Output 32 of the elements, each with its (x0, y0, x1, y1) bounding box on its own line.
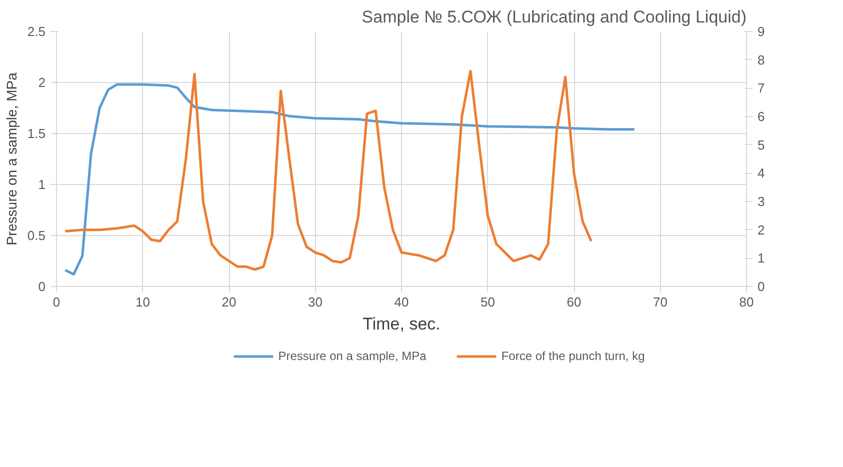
y2-tick-label: 6 (758, 109, 765, 124)
y2-tick-label: 2 (758, 222, 765, 238)
x-tick-label: 30 (308, 294, 322, 310)
y-axis-title: Pressure on a sample, MPa (3, 72, 20, 246)
line-series (64, 83, 636, 276)
x-tick-label: 10 (136, 294, 150, 310)
y2-tick-label: 8 (758, 52, 765, 68)
x-axis-title: Time, sec. (362, 314, 440, 334)
y2-tick-label: 9 (758, 24, 765, 39)
y2-tick-label: 0 (758, 279, 765, 294)
line-series (64, 70, 592, 271)
y-tick-label: 1 (38, 177, 46, 192)
x-tick-label: 20 (222, 294, 236, 310)
x-tick-label: 80 (739, 294, 754, 310)
y2-tick-label: 3 (758, 194, 765, 209)
y-tick-label: 0 (38, 279, 46, 294)
y2-tick-label: 5 (758, 137, 765, 152)
y-tick-label: 0.5 (27, 228, 46, 243)
y-tick-label: 2.5 (27, 24, 46, 39)
x-tick-label: 60 (566, 294, 582, 310)
legend-label: Pressure on a sample, MPa (278, 349, 426, 363)
y2-tick-label: 4 (758, 166, 765, 181)
chart-title: Sample № 5.СОЖ (Lubricating and Cooling Liquid) (362, 8, 746, 26)
y-tick-label: 2 (38, 75, 46, 90)
x-tick-label: 40 (394, 294, 409, 310)
x-tick-label: 50 (480, 294, 495, 310)
y2-tick-label: 1 (758, 250, 765, 266)
x-tick-label: 70 (653, 294, 668, 310)
x-tick-label: 0 (52, 294, 60, 310)
y-tick-label: 1.5 (27, 126, 46, 141)
y2-tick-label: 7 (758, 80, 765, 96)
legend-label: Force of the punch turn, kg (501, 349, 645, 363)
